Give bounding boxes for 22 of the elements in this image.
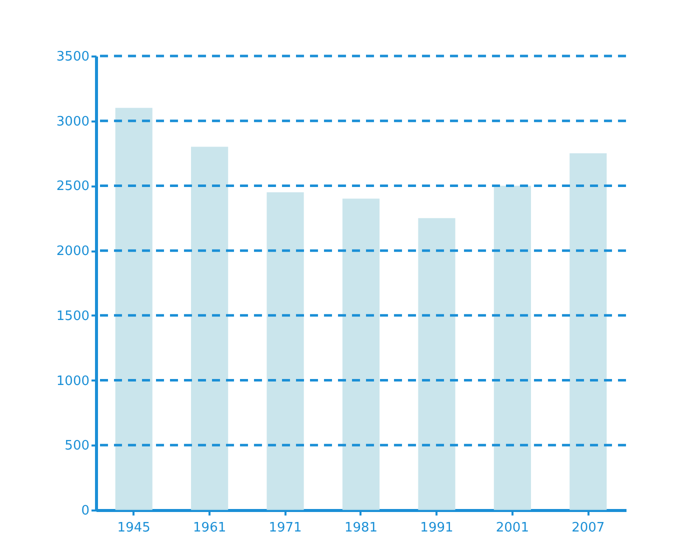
bar xyxy=(418,218,456,510)
y-tick-label: 1000 xyxy=(56,374,90,389)
x-tick-label: 2001 xyxy=(496,520,529,536)
bar xyxy=(494,186,531,510)
y-tick-label: 2500 xyxy=(56,179,90,194)
y-tick-label: 3500 xyxy=(56,50,90,64)
x-tick-label: 1981 xyxy=(344,520,378,536)
x-tick-label: 1971 xyxy=(268,520,302,536)
bar xyxy=(191,146,228,510)
bar xyxy=(342,198,380,510)
bar xyxy=(115,108,152,510)
bar xyxy=(570,153,607,510)
y-tick-label: 1500 xyxy=(56,308,90,324)
x-tick-label: 1945 xyxy=(117,520,150,536)
x-tick-label: 1961 xyxy=(193,520,226,536)
y-tick-label: 2000 xyxy=(56,244,90,260)
y-tick-label: 0 xyxy=(81,504,90,518)
x-tick-label: 2007 xyxy=(572,520,605,536)
y-tick-label: 3000 xyxy=(56,114,90,130)
bar xyxy=(266,192,304,510)
y-tick-label: 500 xyxy=(64,438,90,454)
x-tick-label: 1991 xyxy=(420,520,454,536)
